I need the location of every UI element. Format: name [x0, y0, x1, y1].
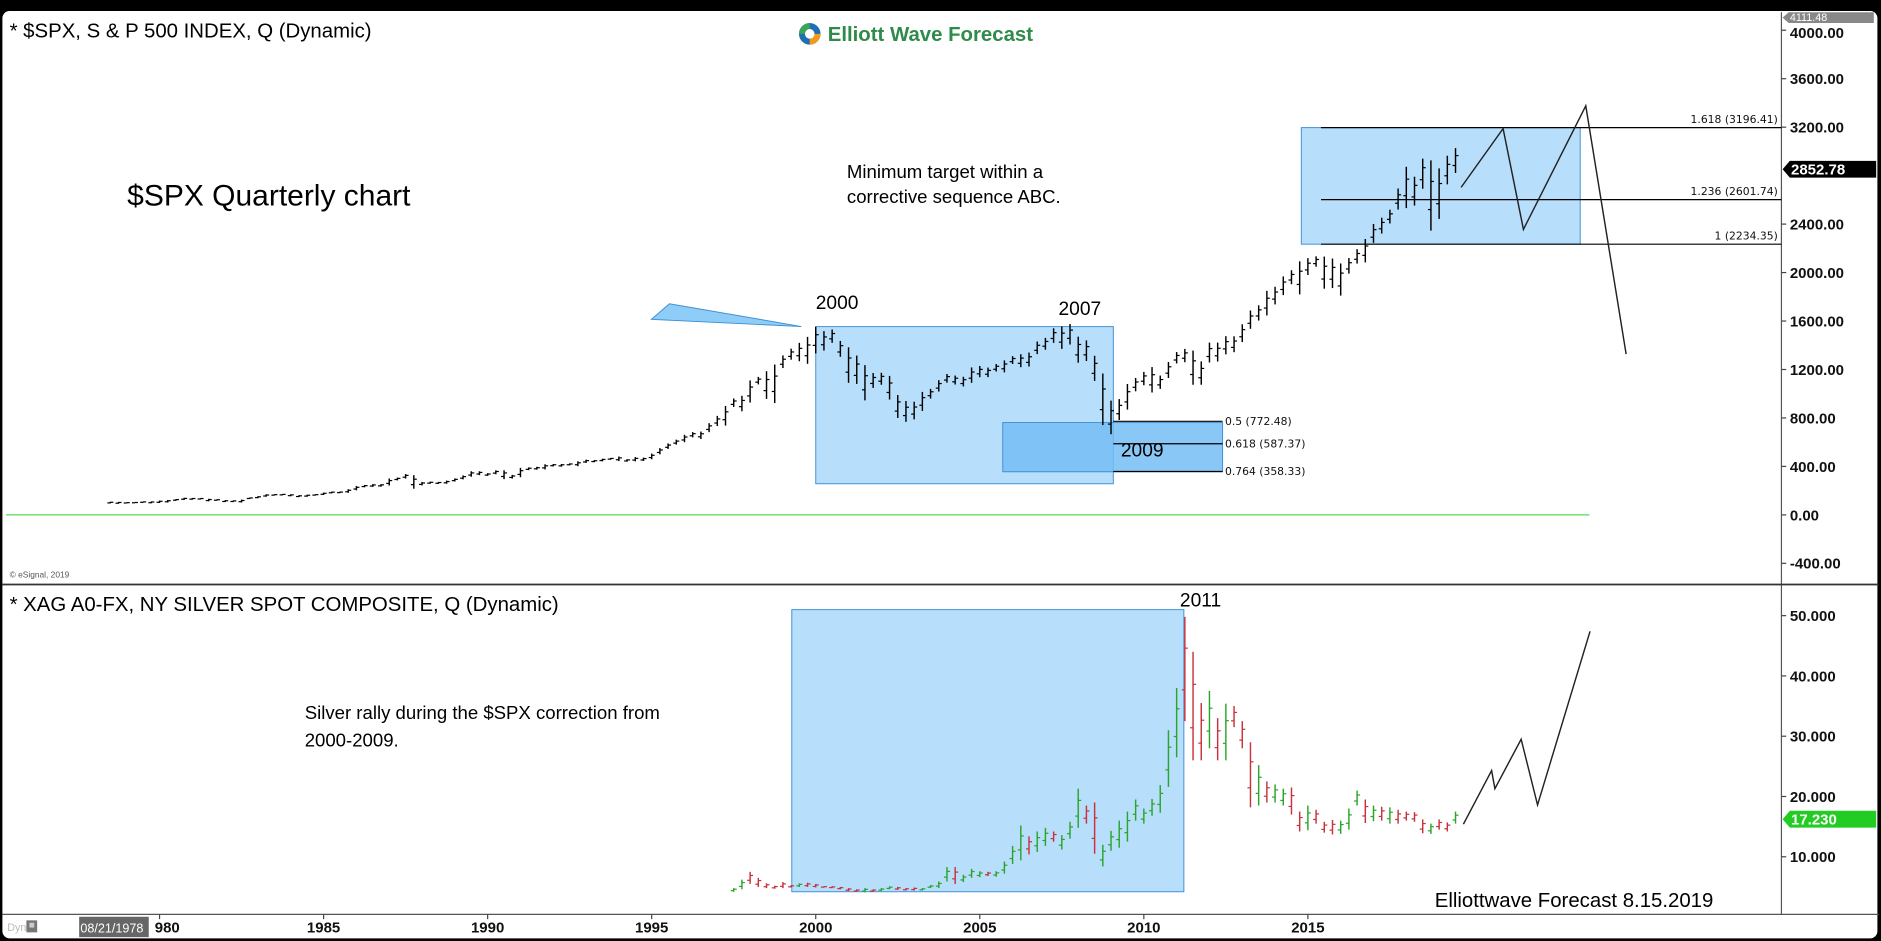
- spx-projection-path: [1460, 103, 1627, 355]
- x-tick-label: 2010: [1127, 919, 1160, 936]
- copyright-label: © eSignal, 2019: [10, 569, 70, 579]
- spx-y-tick-label: 4000.00: [1790, 25, 1844, 42]
- silver-annotation-line-1: Silver rally during the $SPX correction …: [305, 702, 660, 723]
- silver-panel-title: * XAG A0-FX, NY SILVER SPOT COMPOSITE, Q…: [10, 594, 559, 616]
- fib-level-label: 1.236 (2601.74): [1691, 185, 1778, 198]
- spx-panel-title: * $SPX, S & P 500 INDEX, Q (Dynamic): [10, 20, 372, 42]
- footer-label: Elliottwave Forecast 8.15.2019: [1435, 890, 1714, 912]
- spx-highlight-box: [1300, 127, 1581, 245]
- cursor-date: 08/21/1978: [80, 921, 143, 935]
- silver-last-price-badge: [1782, 810, 1877, 828]
- cursor-date-box: [79, 916, 149, 938]
- silver-panel: 2011 50.000 40.000 30.000 20.000 10.000 17.230: [730, 591, 1877, 893]
- spx-y-tick-label: 3200.00: [1790, 120, 1844, 137]
- spx-annotation-line-1: Minimum target within a: [847, 161, 1044, 182]
- lock-icon[interactable]: [26, 920, 38, 933]
- spx-year-label: 2007: [1059, 299, 1102, 320]
- spx-y-tick-label: 2000.00: [1790, 265, 1844, 282]
- time-axis[interactable]: 980 1985 1990 1995 2000 2005 2010 2015: [155, 914, 1325, 936]
- spx-year-label: 2009: [1121, 441, 1164, 462]
- x-tick-label: 2000: [799, 919, 832, 936]
- x-tick-label: 1995: [635, 919, 668, 936]
- silver-projection-path: [1462, 631, 1591, 825]
- spx-annotation-line-2: corrective sequence ABC.: [847, 186, 1061, 207]
- x-tick-label: 2005: [963, 919, 996, 936]
- spx-y-tick-label: 1600.00: [1790, 313, 1844, 330]
- silver-annotation-line-2: 2000-2009.: [305, 729, 399, 750]
- silver-year-label: 2011: [1180, 591, 1221, 612]
- x-tick-label: 1985: [307, 919, 340, 936]
- fib-level-label: 0.5 (772.48): [1225, 415, 1292, 428]
- spx-y-tick-label: 2400.00: [1790, 216, 1844, 233]
- fib-level-label: 1.618 (3196.41): [1691, 113, 1778, 126]
- spx-chart-subtitle: $SPX Quarterly chart: [127, 179, 411, 212]
- max-price-label: 4111.48: [1790, 12, 1827, 24]
- spx-y-tick-label: 400.00: [1790, 459, 1836, 476]
- silver-last-price-label: 17.230: [1791, 812, 1837, 829]
- fib-level-label: 1 (2234.35): [1715, 229, 1778, 242]
- spx-y-tick-label: 800.00: [1790, 410, 1836, 427]
- spx-year-label: 2000: [816, 293, 859, 314]
- spx-last-price-badge: [1782, 160, 1877, 178]
- pointer-wedge: [650, 303, 802, 328]
- spx-y-tick-label: 1200.00: [1790, 362, 1844, 379]
- silver-y-tick-label: 10.000: [1790, 849, 1836, 866]
- silver-y-tick-label: 30.000: [1790, 729, 1836, 746]
- spx-y-tick-label: -400.00: [1790, 556, 1841, 573]
- fib-level-label: 0.618 (587.37): [1225, 437, 1305, 450]
- max-price-badge: [1782, 12, 1874, 24]
- elliott-wave-logo: Elliott Wave Forecast: [798, 23, 1034, 46]
- silver-y-tick-label: 20.000: [1790, 789, 1836, 806]
- silver-highlight-box: [791, 609, 1185, 893]
- x-tick-label: 1990: [471, 919, 504, 936]
- fib-level-label: 0.764 (358.33): [1225, 465, 1305, 478]
- spx-y-tick-label: 3600.00: [1790, 71, 1844, 88]
- dyn-label: Dyn: [7, 922, 26, 934]
- spx-panel: 1.618 (3196.41) 1.236 (2601.74) 1 (2234.35…: [5, 12, 1877, 573]
- logo-text: Elliott Wave Forecast: [828, 24, 1034, 46]
- silver-y-tick-label: 40.000: [1790, 668, 1836, 685]
- spx-highlight-box: [1002, 422, 1224, 473]
- silver-y-tick-label: 50.000: [1790, 608, 1836, 625]
- spx-y-tick-label: 0.00: [1790, 507, 1819, 524]
- x-tick-label: 980: [155, 919, 180, 936]
- spx-last-price-label: 2852.78: [1791, 162, 1845, 179]
- x-tick-label: 2015: [1291, 919, 1324, 936]
